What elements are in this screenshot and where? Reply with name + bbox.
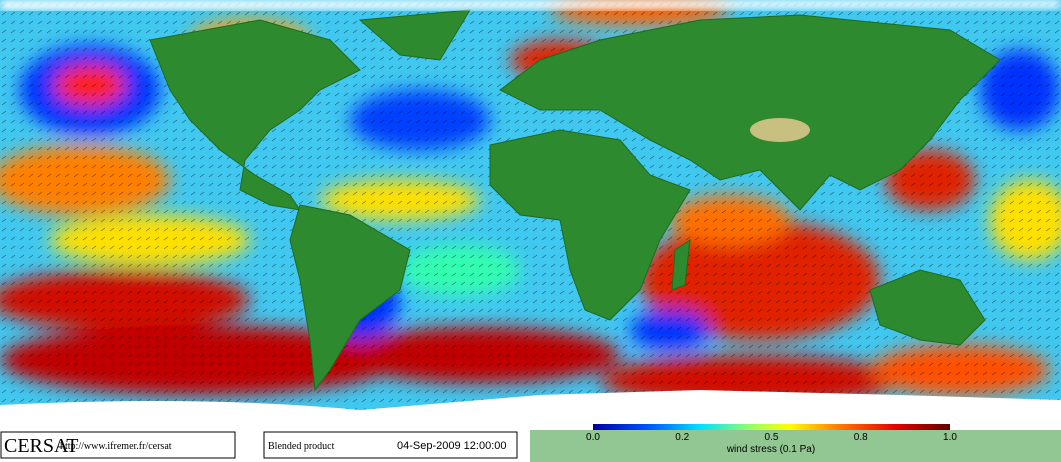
colorbar-tick-label: 0.2 [675,432,689,443]
colorbar-tick-label: 0.8 [854,432,868,443]
date: 04-Sep-2009 12:00:00 [397,440,506,452]
url: http://www.ifremer.fr/cersat [60,441,172,452]
product: Blended product [268,441,335,452]
brand: CERSAT [4,435,78,457]
colorbar-tick-label: 0.0 [586,432,600,443]
colorbar-tick-label: 0.5 [765,432,779,443]
colorbar-label: wind stress (0.1 Pa) [726,444,815,455]
colorbar-ticks: 0.0 0.2 0.5 0.8 1.0 [586,432,957,443]
land [149,9,1001,392]
antarctica [0,390,1061,430]
product-box [263,431,518,459]
arctic [0,0,1061,10]
colorbar [593,424,950,430]
colorbar-tick-label: 1.0 [943,432,957,443]
brand-box [0,431,236,459]
wind-field [0,0,1061,430]
antarctic-land [530,430,1061,462]
